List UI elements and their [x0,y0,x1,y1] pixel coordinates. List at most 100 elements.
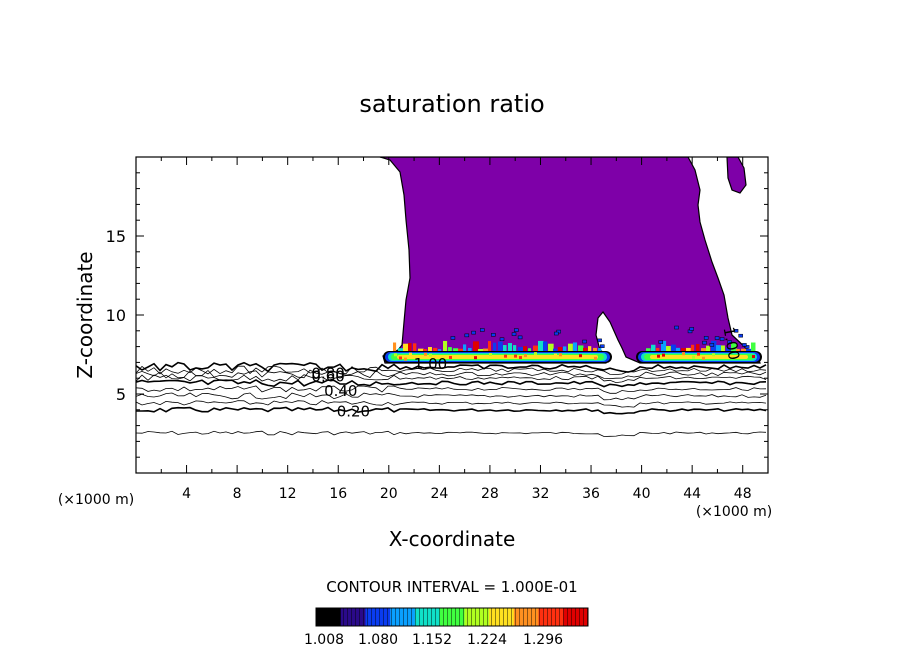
band-speckle [741,348,747,351]
band-speckle [691,344,695,351]
band-cell [464,333,470,338]
colorbar-tick-label: 1.008 [304,632,344,648]
band-speckle [646,348,651,351]
band-speckle [503,345,507,351]
contour-label: 0.60 [311,368,344,386]
band-speckle [657,354,660,358]
x-tick-label: 12 [279,486,297,502]
band-speckle [524,354,527,358]
band-speckle [523,346,528,351]
band-speckle [726,347,731,351]
x-tick-label: 16 [329,486,347,502]
band-cell [511,332,517,336]
band-speckle [528,348,532,351]
contour-label: 0.40 [324,382,357,400]
contour-label: 1.00 [414,355,447,373]
band-speckle [489,353,492,357]
contour-line [136,374,767,384]
colorbar: 1.008 1.080 1.152 1.224 1.296 [304,607,589,648]
band-speckle [548,343,554,351]
band-speckle [498,341,503,351]
band-cell [582,339,587,344]
contour-label: 0.80 [311,364,344,382]
band-speckle [553,348,558,351]
band-speckle [594,356,597,360]
band-speckle [463,344,467,351]
band-speckle [458,348,464,351]
band-speckle [558,347,563,351]
contour-line [136,385,767,394]
band-cell [689,327,694,331]
contour-lines [136,361,767,437]
band-cell [471,330,476,335]
y-tick-label: 5 [116,385,126,404]
band-speckle [533,345,539,351]
x-tick-label: 44 [683,486,701,502]
contour-line [136,369,767,380]
band-speckle [697,352,700,356]
y-axis-title: Z-coordinate [73,251,97,378]
cloud-region-main [379,157,761,364]
x-tick-label: 48 [734,486,752,502]
band-speckle [403,343,409,351]
band-speckle [519,356,522,360]
colorbar-stripes [316,608,588,626]
band-speckle [559,353,562,357]
band-cell [491,333,496,337]
band-speckle [598,348,602,351]
band-speckle [413,343,417,351]
band-speckle [393,342,397,351]
band-speckle [716,345,721,351]
y-tick-label: 10 [106,306,126,325]
band-speckle [692,355,695,359]
band-layer [397,355,598,359]
contour-line [136,361,767,373]
x-tick-label: 4 [182,486,191,502]
band-cell [554,331,559,336]
band-speckle [504,354,507,358]
supersaturation-band [383,325,762,363]
contour-interval-label: CONTOUR INTERVAL = 1.000E-01 [326,578,577,596]
cloud-region-small [726,157,747,194]
band-speckle [543,341,548,351]
band-cell [703,336,709,340]
band-speckle [514,354,517,358]
band-cell [597,338,602,343]
band-speckle [483,348,488,351]
colorbar-tick-label: 1.224 [467,632,507,648]
band-speckle [583,347,588,351]
band-speckle [696,344,700,351]
band-speckle [578,345,584,351]
band-speckle [651,344,656,351]
band-speckle [398,348,404,351]
contour-label: 1.00 [720,325,744,361]
band-speckle [656,347,660,351]
band-speckle [686,347,691,351]
band-speckle [671,344,676,351]
band-cell [499,337,505,342]
band-speckle [399,356,402,360]
x-unit-left: (×1000 m) [58,492,134,508]
contour-line [136,365,767,376]
band-speckle [473,341,479,351]
band-cell [658,340,664,344]
band-speckle [429,353,432,357]
band-speckle [721,345,725,351]
band-speckle [682,352,685,356]
band-speckle [478,348,484,351]
band-speckle [474,356,477,360]
band-speckle [661,340,667,351]
contour-label: 0.20 [337,402,370,420]
band-speckle [453,348,459,351]
band-cell [674,325,679,330]
band-speckle [534,352,537,356]
colorbar-tick-label: 1.152 [412,632,452,648]
band-speckle [666,346,671,351]
band-speckle [409,352,412,356]
colorbar-tick-label: 1.080 [358,632,398,648]
band-speckle [563,346,567,351]
contour-line [136,430,767,437]
band-speckle [448,347,452,351]
band-speckle [579,354,582,358]
